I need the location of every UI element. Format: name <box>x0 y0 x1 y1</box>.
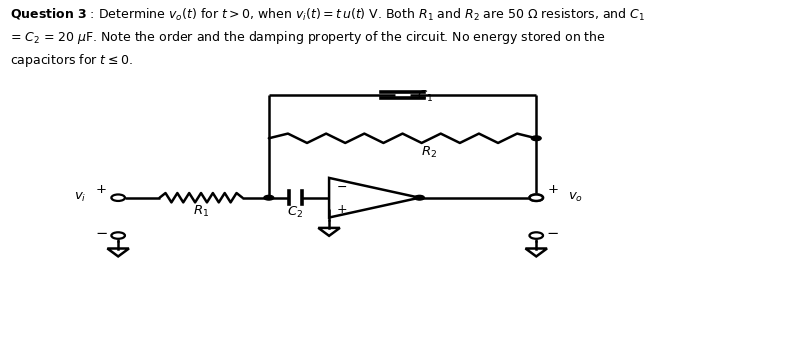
Text: $-$: $-$ <box>336 180 348 193</box>
Circle shape <box>531 195 541 200</box>
Text: −: − <box>547 226 559 241</box>
Circle shape <box>530 232 543 239</box>
Text: −: − <box>95 226 108 241</box>
Circle shape <box>111 232 125 239</box>
Text: +: + <box>548 183 559 196</box>
Text: +: + <box>96 183 107 196</box>
Text: $+$: $+$ <box>336 203 348 216</box>
Text: $C_1$: $C_1$ <box>417 89 433 105</box>
Circle shape <box>264 195 273 200</box>
Text: $v_o$: $v_o$ <box>568 191 583 204</box>
Circle shape <box>531 136 541 140</box>
Circle shape <box>111 195 125 201</box>
Text: $\bf{Question\ 3}$ : Determine $v_o(t)$ for $t > 0$, when $v_i(t) = t\,u(t)$ V. : $\bf{Question\ 3}$ : Determine $v_o(t)$ … <box>10 7 645 69</box>
Circle shape <box>530 195 543 201</box>
Circle shape <box>530 195 543 201</box>
Circle shape <box>414 195 425 200</box>
Text: $v_i$: $v_i$ <box>74 191 87 204</box>
Text: $C_2$: $C_2$ <box>287 205 303 220</box>
Text: $R_1$: $R_1$ <box>193 204 209 219</box>
Text: $R_2$: $R_2$ <box>421 144 437 159</box>
